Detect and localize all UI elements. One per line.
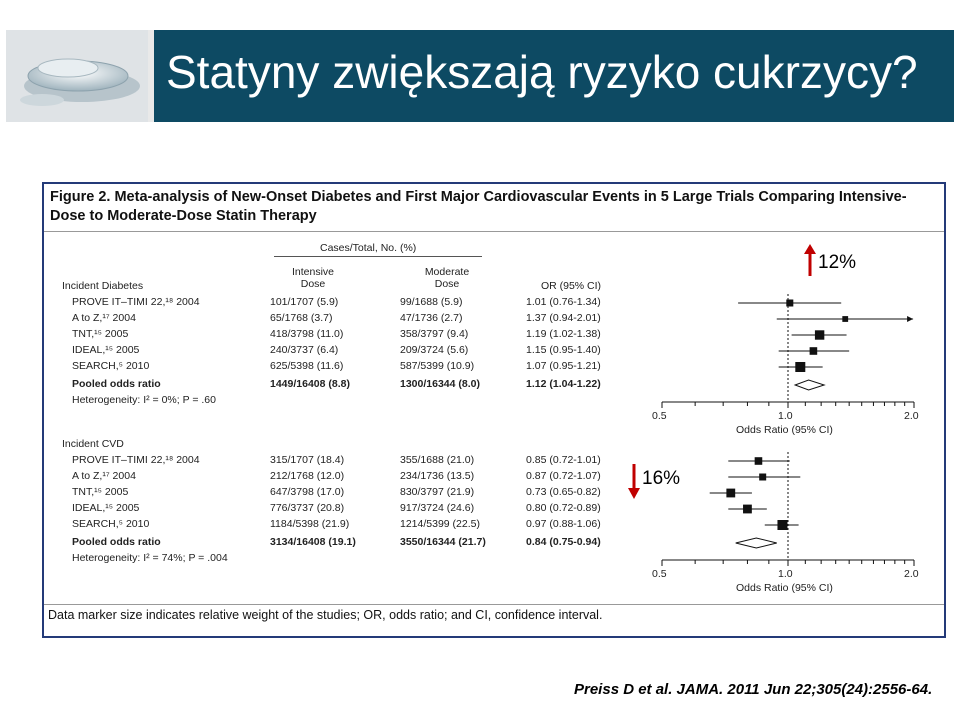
annotation-increase: 12% — [804, 244, 857, 276]
logo — [6, 30, 148, 122]
intensive-cell: 776/3737 (20.8) — [270, 502, 345, 514]
header-intensive: Intensive Dose — [291, 266, 335, 290]
study-label: SEARCH,⁵ 2010 — [72, 518, 150, 530]
or-marker — [754, 457, 763, 465]
x-tick-label: 2.0 — [904, 568, 919, 580]
x-tick-label: 2.0 — [904, 410, 919, 422]
pills-logo-icon — [20, 58, 140, 106]
study-label: TNT,¹⁵ 2005 — [72, 328, 129, 340]
divider — [44, 231, 944, 232]
annotation-decrease: 16% — [628, 464, 681, 499]
intensive-cell: 647/3798 (17.0) — [270, 486, 345, 498]
or-marker — [814, 330, 825, 340]
arrow-up-icon — [804, 244, 816, 284]
slide: Statyny zwiększają ryzyko cukrzycy? Figu… — [6, 6, 954, 710]
x-axis-label: Odds Ratio (95% CI) — [736, 424, 833, 436]
moderate-cell: 917/3724 (24.6) — [400, 502, 475, 514]
pooled-or: 1.12 (1.04-1.22) — [526, 378, 601, 390]
study-label: PROVE IT–TIMI 22,¹⁸ 2004 — [72, 454, 200, 466]
or-marker — [777, 520, 788, 530]
or-marker — [786, 299, 794, 307]
pooled-or: 0.84 (0.75-0.94) — [526, 536, 601, 548]
or-cell: 1.07 (0.95-1.21) — [526, 360, 601, 372]
pooled-intensive: 3134/16408 (19.1) — [270, 536, 356, 548]
heterogeneity-label: Heterogeneity: I² = 74%; P = .004 — [72, 552, 228, 564]
intensive-cell: 418/3798 (11.0) — [270, 328, 344, 340]
or-marker — [743, 504, 752, 514]
title-bar: Statyny zwiększają ryzyko cukrzycy? — [154, 30, 954, 122]
heterogeneity-label: Heterogeneity: I² = 0%; P = .60 — [72, 394, 216, 406]
figure-panel: Figure 2. Meta-analysis of New-Onset Dia… — [42, 182, 946, 638]
figure-footnote: Data marker size indicates relative weig… — [48, 608, 603, 622]
intensive-cell: 212/1768 (12.0) — [270, 470, 345, 482]
or-cell: 1.01 (0.76-1.34) — [526, 296, 601, 308]
moderate-cell: 355/1688 (21.0) — [400, 454, 475, 466]
x-tick-label: 0.5 — [652, 568, 667, 580]
header-cases: Cases/Total, No. (%) — [320, 242, 417, 254]
moderate-cell: 1214/5399 (22.5) — [400, 518, 480, 530]
study-label: IDEAL,¹⁵ 2005 — [72, 502, 140, 514]
moderate-cell: 99/1688 (5.9) — [400, 296, 463, 308]
figure-title-text: Meta-analysis of New-Onset Diabetes and … — [50, 189, 907, 224]
annotation-up-label: 12% — [818, 252, 857, 273]
or-marker — [759, 473, 767, 481]
annotation-down-label: 16% — [642, 468, 681, 489]
x-tick-label: 1.0 — [778, 410, 793, 422]
or-cell: 0.73 (0.65-0.82) — [526, 486, 601, 498]
pooled-diamond — [793, 379, 826, 391]
intensive-cell: 101/1707 (5.9) — [270, 296, 339, 308]
or-cell: 1.19 (1.02-1.38) — [526, 328, 601, 340]
intensive-cell: 1184/5398 (21.9) — [270, 518, 350, 530]
or-cell: 1.37 (0.94-2.01) — [526, 312, 601, 324]
divider — [44, 604, 944, 605]
intensive-cell: 625/5398 (11.6) — [270, 360, 344, 372]
or-marker — [842, 316, 849, 322]
x-tick-label: 0.5 — [652, 410, 667, 422]
slide-title: Statyny zwiększają ryzyko cukrzycy? — [166, 46, 918, 98]
header-or: OR (95% CI) — [540, 280, 602, 292]
pooled-label: Pooled odds ratio — [72, 536, 161, 548]
study-label: SEARCH,⁵ 2010 — [72, 360, 150, 372]
or-cell: 1.15 (0.95-1.40) — [526, 344, 601, 356]
x-tick-label: 1.0 — [778, 568, 793, 580]
section-label: Incident CVD — [62, 438, 124, 450]
intensive-cell: 315/1707 (18.4) — [270, 454, 345, 466]
study-label: PROVE IT–TIMI 22,¹⁸ 2004 — [72, 296, 200, 308]
moderate-cell: 587/5399 (10.9) — [400, 360, 475, 372]
or-cell: 0.87 (0.72-1.07) — [526, 470, 601, 482]
arrow-down-icon — [628, 464, 640, 506]
pooled-diamond — [735, 537, 777, 549]
figure-title-prefix: Figure 2. — [50, 189, 111, 205]
moderate-cell: 358/3797 (9.4) — [400, 328, 469, 340]
pooled-intensive: 1449/16408 (8.8) — [270, 378, 350, 390]
study-label: TNT,¹⁵ 2005 — [72, 486, 129, 498]
intensive-cell: 65/1768 (3.7) — [270, 312, 333, 324]
pooled-moderate: 1300/16344 (8.0) — [400, 378, 480, 390]
study-label: A to Z,¹⁷ 2004 — [72, 470, 136, 482]
pooled-label: Pooled odds ratio — [72, 378, 161, 390]
ci-arrow — [907, 316, 914, 322]
pooled-moderate: 3550/16344 (21.7) — [400, 536, 486, 548]
slide-header: Statyny zwiększają ryzyko cukrzycy? — [6, 30, 954, 122]
or-marker — [809, 347, 818, 355]
header-underline — [274, 256, 482, 257]
section-label: Incident Diabetes — [62, 280, 144, 292]
forest-plot — [661, 294, 915, 566]
or-cell: 0.85 (0.72-1.01) — [526, 454, 601, 466]
or-marker — [726, 488, 736, 498]
moderate-cell: 234/1736 (13.5) — [400, 470, 475, 482]
or-cell: 0.80 (0.72-0.89) — [526, 502, 601, 514]
intensive-cell: 240/3737 (6.4) — [270, 344, 339, 356]
citation: Preiss D et al. JAMA. 2011 Jun 22;305(24… — [574, 681, 933, 698]
or-marker — [795, 362, 806, 372]
moderate-cell: 209/3724 (5.6) — [400, 344, 469, 356]
moderate-cell: 830/3797 (21.9) — [400, 486, 475, 498]
or-cell: 0.97 (0.88-1.06) — [526, 518, 601, 530]
figure-title: Figure 2. Meta-analysis of New-Onset Dia… — [50, 188, 930, 226]
moderate-cell: 47/1736 (2.7) — [400, 312, 463, 324]
study-label: IDEAL,¹⁵ 2005 — [72, 344, 140, 356]
study-label: A to Z,¹⁷ 2004 — [72, 312, 136, 324]
header-moderate: Moderate Dose — [424, 266, 470, 290]
x-axis-label: Odds Ratio (95% CI) — [736, 582, 833, 594]
